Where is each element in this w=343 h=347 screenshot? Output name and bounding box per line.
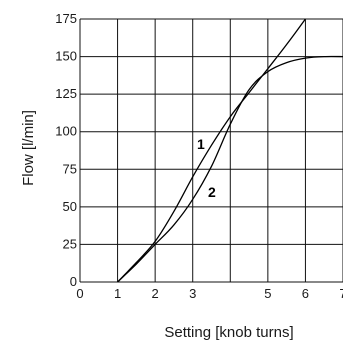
x-axis-title: Setting [knob turns] bbox=[164, 324, 293, 341]
y-tick-label: 175 bbox=[55, 11, 77, 26]
series-label-1: 1 bbox=[197, 136, 205, 152]
y-tick-label: 75 bbox=[63, 161, 77, 176]
x-tick-label: 0 bbox=[76, 286, 83, 301]
x-tick-label: 2 bbox=[152, 286, 159, 301]
x-tick-label: 7 bbox=[339, 286, 343, 301]
y-tick-label: 0 bbox=[70, 274, 77, 289]
series-1-line bbox=[117, 18, 306, 283]
x-tick-label: 3 bbox=[189, 286, 196, 301]
y-tick-label: 150 bbox=[55, 49, 77, 64]
series-label-2: 2 bbox=[208, 184, 216, 200]
series-2-line bbox=[117, 55, 343, 283]
x-tick-label: 5 bbox=[264, 286, 271, 301]
curves bbox=[117, 18, 343, 283]
y-axis-title: Flow [l/min] bbox=[20, 110, 37, 186]
grid bbox=[79, 18, 343, 283]
y-tick-label: 25 bbox=[63, 236, 77, 251]
x-tick-labels: 0 1 2 3 5 6 7 bbox=[76, 286, 343, 301]
x-tick-label: 1 bbox=[114, 286, 121, 301]
y-tick-label: 100 bbox=[55, 124, 77, 139]
x-tick-label: 6 bbox=[302, 286, 309, 301]
y-tick-label: 125 bbox=[55, 86, 77, 101]
y-tick-label: 50 bbox=[63, 199, 77, 214]
y-tick-labels: 0 25 50 75 100 125 150 175 bbox=[55, 11, 77, 289]
